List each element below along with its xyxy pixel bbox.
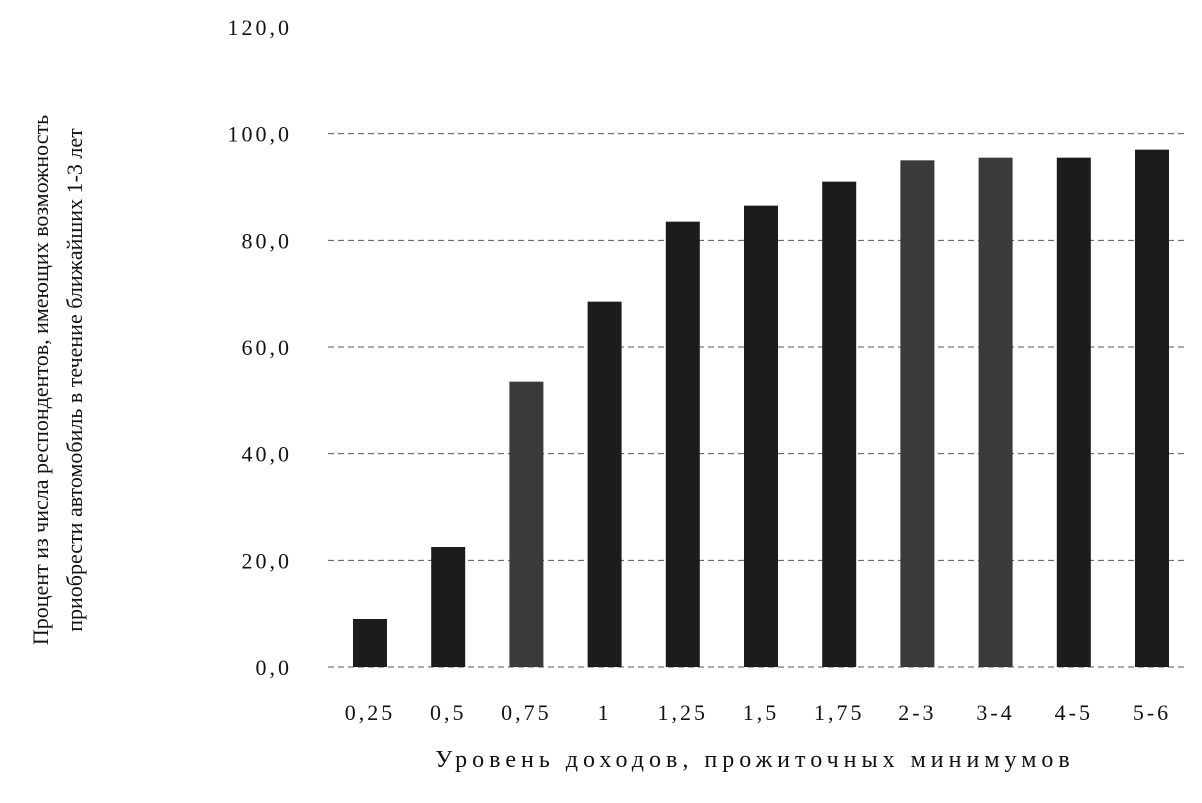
bars xyxy=(353,149,1169,668)
bar xyxy=(822,181,857,667)
bar xyxy=(431,547,466,667)
bar xyxy=(900,160,935,668)
bar xyxy=(509,381,544,667)
x-tick-labels: 0,25 0,5 0,75 1 1,25 1,5 1,75 2-3 3-4 4-5 5-6 xyxy=(345,700,1171,725)
x-tick-label: 0,75 xyxy=(501,700,552,725)
x-tick-label: 4-5 xyxy=(1055,700,1093,725)
x-tick-label: 1,75 xyxy=(814,700,865,725)
bar xyxy=(587,301,622,667)
y-tick-label: 40,0 xyxy=(242,442,293,467)
y-tick-label: 20,0 xyxy=(242,548,293,573)
bar xyxy=(744,205,778,667)
y-axis-title-line-1: Процент из числа респондентов, имеющих в… xyxy=(28,115,53,645)
y-axis-title-line-2: приобрести автомобиль в течение ближайши… xyxy=(62,128,87,632)
x-tick-label: 1,25 xyxy=(658,700,709,725)
x-tick-label: 5-6 xyxy=(1133,700,1171,725)
bar xyxy=(1056,157,1091,667)
gridlines xyxy=(328,133,1185,668)
bar xyxy=(353,619,387,667)
y-tick-labels: 0,0 20,0 40,0 60,0 80,0 100,0 120,0 xyxy=(228,15,293,680)
x-axis-title: Уровень доходов, прожиточных минимумов xyxy=(435,747,1074,773)
y-tick-label: 120,0 xyxy=(228,15,293,40)
x-tick-label: 1 xyxy=(598,700,612,725)
x-tick-label: 0,25 xyxy=(345,700,396,725)
y-tick-label: 100,0 xyxy=(228,122,293,147)
x-tick-label: 3-4 xyxy=(976,700,1014,725)
y-tick-label: 80,0 xyxy=(242,228,293,253)
x-tick-label: 2-3 xyxy=(898,700,936,725)
bar xyxy=(665,221,700,667)
x-tick-label: 0,5 xyxy=(430,700,467,725)
y-tick-label: 60,0 xyxy=(242,335,293,360)
y-tick-label: 0,0 xyxy=(256,655,293,680)
x-tick-label: 1,5 xyxy=(743,700,780,725)
y-axis-title: Процент из числа респондентов, имеющих в… xyxy=(28,115,87,645)
bar xyxy=(1135,149,1169,667)
bar xyxy=(978,157,1013,667)
